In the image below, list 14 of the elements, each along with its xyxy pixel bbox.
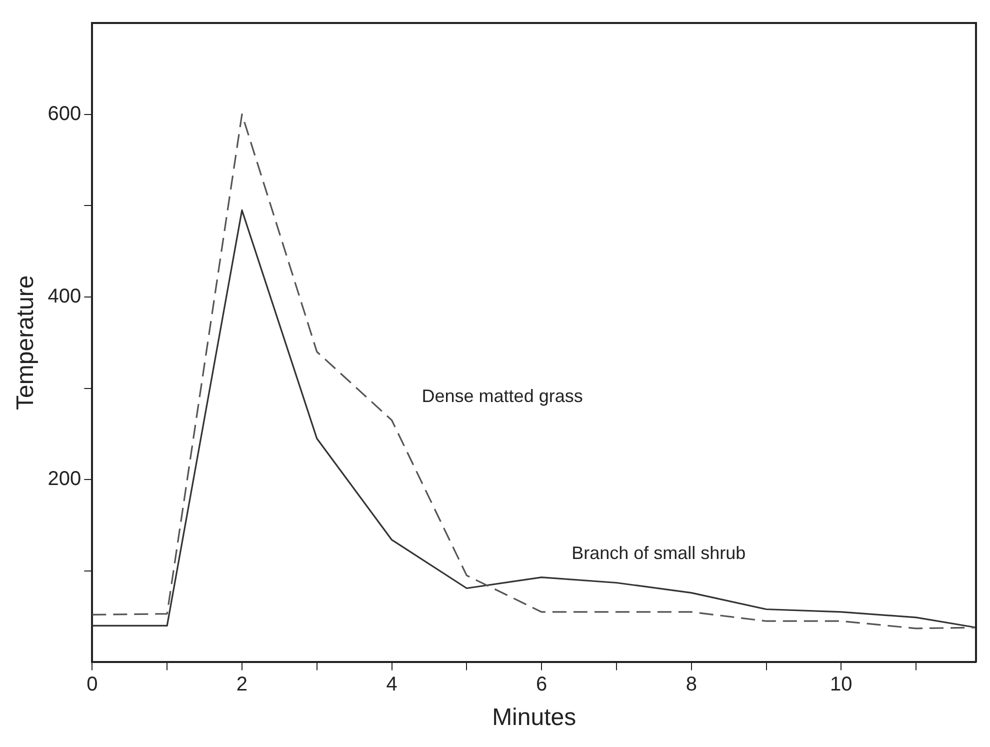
x-tick-label: 6 (536, 674, 548, 696)
x-tick-label: 4 (386, 674, 398, 696)
x-tick-label: 0 (86, 674, 98, 696)
line-series (92, 114, 976, 630)
x-tick-label: 2 (236, 674, 248, 696)
series-label: Branch of small shrub (572, 543, 746, 564)
x-tick-label: 10 (830, 674, 852, 696)
y-axis-title: Temperature (12, 275, 40, 410)
x-tick-label: 8 (686, 674, 697, 696)
y-tick-label: 400 (48, 285, 82, 308)
y-tick-label: 600 (48, 102, 82, 125)
x-axis-title: Minutes (492, 704, 576, 732)
series-label: Dense matted grass (422, 386, 583, 406)
y-tick-label: 200 (48, 468, 82, 490)
